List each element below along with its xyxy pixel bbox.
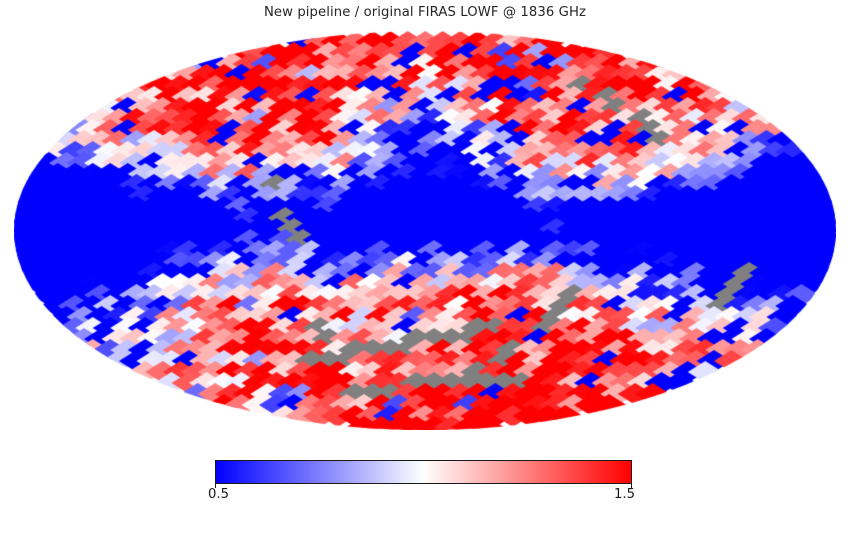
mollweide-projection-canvas [14, 31, 836, 430]
colorbar-tick-max [631, 484, 632, 488]
colorbar-label-max: 1.5 [614, 487, 635, 502]
page-title: New pipeline / original FIRAS LOWF @ 183… [263, 5, 587, 20]
colorbar-label-min: 0.5 [208, 487, 229, 502]
colorbar [215, 460, 632, 488]
colorbar-tick-min [215, 484, 216, 488]
sky-map [14, 31, 836, 430]
colorbar-gradient [215, 460, 632, 484]
